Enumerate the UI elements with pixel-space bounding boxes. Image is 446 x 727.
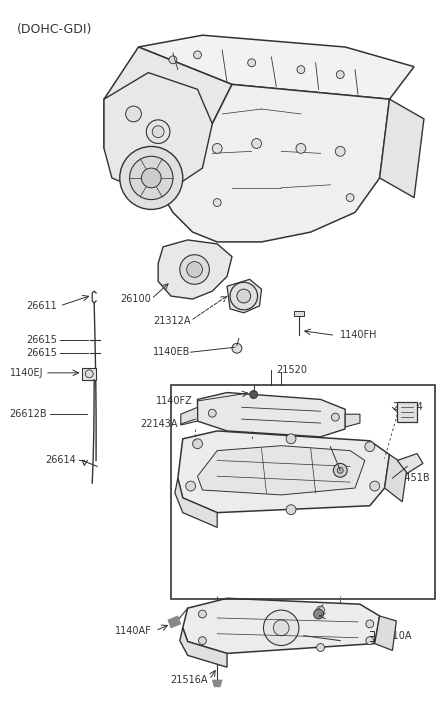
Bar [171, 385, 435, 599]
Circle shape [337, 467, 343, 473]
Polygon shape [397, 402, 417, 422]
Polygon shape [175, 478, 217, 527]
Circle shape [130, 156, 173, 200]
Circle shape [250, 390, 258, 398]
Text: 26615: 26615 [26, 335, 57, 345]
Text: 1140FZ: 1140FZ [156, 396, 193, 406]
Circle shape [120, 146, 183, 209]
Circle shape [208, 409, 216, 417]
Circle shape [85, 370, 93, 378]
Circle shape [335, 146, 345, 156]
Polygon shape [380, 99, 424, 198]
Polygon shape [138, 35, 414, 99]
Polygon shape [83, 368, 96, 379]
Polygon shape [181, 407, 198, 425]
Circle shape [141, 168, 161, 188]
Polygon shape [104, 73, 212, 198]
Circle shape [370, 481, 380, 491]
Circle shape [193, 439, 202, 449]
Polygon shape [158, 240, 232, 299]
Text: 21520: 21520 [276, 365, 307, 375]
Circle shape [365, 442, 375, 451]
Circle shape [336, 71, 344, 79]
Circle shape [198, 637, 206, 645]
Polygon shape [158, 84, 389, 242]
Circle shape [252, 139, 261, 148]
Text: 1140EB: 1140EB [153, 348, 190, 357]
Text: 26615: 26615 [26, 348, 57, 358]
Polygon shape [198, 446, 365, 495]
Circle shape [212, 143, 222, 153]
Circle shape [237, 289, 251, 303]
Circle shape [169, 56, 177, 64]
Circle shape [286, 434, 296, 443]
Text: 21451B: 21451B [392, 473, 430, 483]
Circle shape [248, 59, 256, 67]
Circle shape [198, 610, 206, 618]
Text: 21510A: 21510A [375, 631, 412, 640]
Circle shape [152, 126, 164, 137]
Text: 22143A: 22143A [140, 419, 178, 429]
Circle shape [180, 254, 209, 284]
Text: (DOHC-GDI): (DOHC-GDI) [17, 23, 93, 36]
Polygon shape [227, 279, 261, 313]
Circle shape [194, 51, 202, 59]
Circle shape [232, 343, 242, 353]
Text: 21512: 21512 [326, 611, 356, 621]
Polygon shape [180, 628, 227, 667]
Text: 21513A: 21513A [306, 631, 343, 640]
Polygon shape [294, 311, 304, 316]
Polygon shape [168, 616, 181, 628]
Circle shape [346, 193, 354, 201]
Circle shape [186, 481, 195, 491]
Text: 1140FH: 1140FH [340, 331, 378, 340]
Text: 26100: 26100 [120, 294, 151, 304]
Circle shape [146, 120, 170, 143]
Text: 26614: 26614 [45, 456, 76, 465]
Circle shape [331, 413, 339, 421]
Polygon shape [384, 454, 407, 502]
Text: 21514: 21514 [392, 402, 423, 412]
Circle shape [314, 609, 323, 619]
Text: 1140AF: 1140AF [115, 626, 151, 636]
Circle shape [366, 637, 374, 645]
Text: 26611: 26611 [26, 301, 57, 311]
Text: 26612B: 26612B [9, 409, 47, 419]
Text: 1140EJ: 1140EJ [9, 368, 43, 378]
Circle shape [187, 262, 202, 278]
Polygon shape [345, 414, 360, 427]
Circle shape [333, 463, 347, 477]
Circle shape [317, 606, 325, 614]
Circle shape [296, 143, 306, 153]
Polygon shape [397, 454, 423, 473]
Circle shape [273, 620, 289, 635]
Text: 21312A: 21312A [153, 316, 190, 326]
Circle shape [366, 620, 374, 628]
Circle shape [230, 282, 258, 310]
Text: 21516A: 21516A [170, 675, 207, 685]
Polygon shape [178, 431, 389, 513]
Circle shape [297, 65, 305, 73]
Circle shape [126, 106, 141, 122]
Circle shape [213, 198, 221, 206]
Polygon shape [104, 47, 232, 178]
Circle shape [317, 643, 325, 651]
Polygon shape [375, 616, 396, 651]
Text: 1430JC: 1430JC [333, 442, 368, 451]
Polygon shape [183, 598, 380, 654]
Circle shape [264, 610, 299, 646]
Circle shape [286, 505, 296, 515]
Polygon shape [198, 393, 345, 437]
Polygon shape [212, 680, 222, 687]
